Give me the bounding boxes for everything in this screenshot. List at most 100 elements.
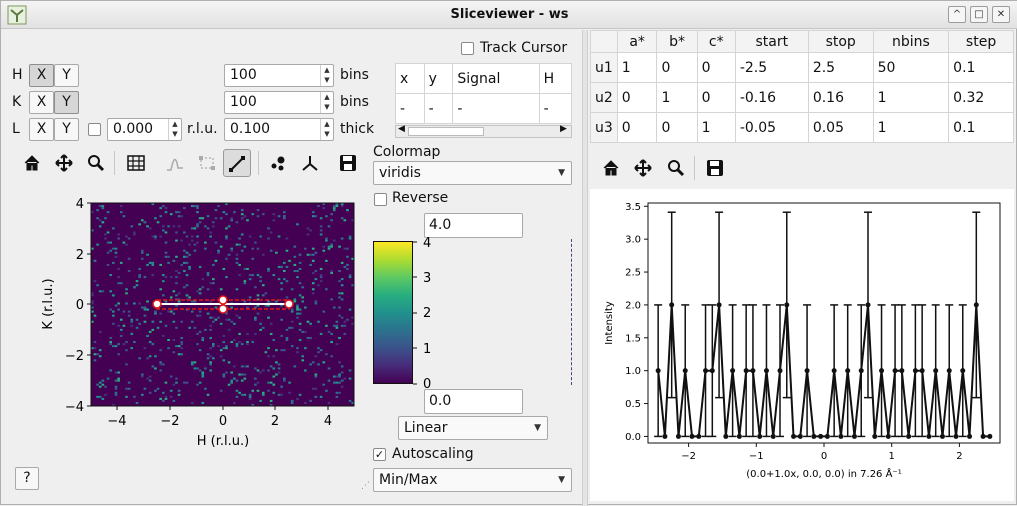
grid-button[interactable] — [122, 149, 150, 177]
slice-plot[interactable]: −4 −2 0 2 4 4 2 0 −2 −4 H (r.l.u.) K (r.… — [41, 196, 371, 451]
slice-pixel — [298, 393, 302, 396]
nonortho-cut-button[interactable] — [223, 149, 251, 177]
table-cell[interactable]: 0 — [656, 52, 698, 83]
dim-h-y-button[interactable]: Y — [54, 64, 79, 87]
slice-pixel — [143, 221, 147, 224]
table-cell[interactable]: 0.16 — [807, 82, 874, 113]
dim-l-x-button[interactable]: X — [29, 118, 54, 141]
slice-pixel — [175, 239, 178, 242]
autoscaling-checkbox[interactable]: ✓ — [373, 448, 386, 461]
table-cell[interactable]: 0 — [616, 112, 658, 143]
table-cell[interactable]: 1 — [616, 52, 658, 83]
cut-start-handle[interactable] — [152, 299, 162, 309]
table-cell[interactable]: 0 — [696, 82, 736, 113]
cut-pan-button[interactable] — [629, 154, 657, 182]
slice-pixel — [135, 280, 139, 283]
region-selection-button[interactable] — [193, 149, 221, 177]
table-cell[interactable]: 1 — [696, 112, 736, 143]
table-cell[interactable]: 0.05 — [807, 112, 874, 143]
close-button[interactable]: ✕ — [992, 6, 1010, 23]
spin-arrows-icon[interactable]: ▲ ▼ — [320, 119, 333, 140]
slice-pixel — [198, 292, 202, 295]
cut-save-button[interactable] — [701, 154, 729, 182]
slice-pixel — [243, 215, 247, 218]
dim-k-x-button[interactable]: X — [29, 91, 54, 114]
scroll-left-icon[interactable]: ◀ — [398, 124, 405, 134]
spin-arrows-icon[interactable]: ▲ ▼ — [320, 92, 333, 113]
colormap-select[interactable]: viridis ▼ — [373, 161, 572, 185]
cut-zoom-button[interactable] — [662, 154, 690, 182]
save-button[interactable] — [334, 149, 362, 177]
slice-pixel — [227, 328, 231, 331]
spin-arrows-icon[interactable]: ▲ ▼ — [168, 119, 181, 140]
cursor-table-scrollbar[interactable]: ◀ ▶ — [395, 124, 572, 138]
table-cell[interactable]: 0 — [696, 52, 736, 83]
peaks-overlay-button[interactable] — [264, 149, 292, 177]
cut-plot[interactable]: −2 −1 0 1 2 0.0 0.5 1.0 1.5 2.0 2.5 3.0 3.5 (0.0+1.0x… — [590, 189, 1014, 501]
slice-pixel — [164, 231, 168, 234]
table-cell[interactable]: 2.5 — [807, 52, 874, 83]
minimize-button[interactable]: ^ — [948, 6, 966, 23]
dim-l-thick-spinbox[interactable]: 0.100 ▲ ▼ — [224, 118, 334, 141]
cut-width-handle[interactable] — [218, 304, 228, 314]
slice-pixel — [109, 249, 113, 252]
table-cell[interactable]: 1 — [872, 82, 950, 113]
table-cell[interactable]: 0 — [616, 82, 658, 113]
colorbar-min-input[interactable]: 0.0 — [424, 389, 523, 414]
slice-pixel — [211, 263, 215, 266]
home-button[interactable] — [18, 149, 46, 177]
pan-button[interactable] — [50, 149, 78, 177]
row-header: u3 — [590, 112, 618, 143]
cut-width-handle[interactable] — [218, 295, 228, 305]
slice-pixel — [183, 286, 186, 289]
dim-k-bins-spinbox[interactable]: 100 ▲ ▼ — [224, 91, 334, 114]
norm-select[interactable]: Linear ▼ — [398, 416, 548, 440]
slice-pixel — [122, 215, 126, 218]
slice-pixel — [277, 363, 281, 366]
table-cell[interactable]: -0.05 — [734, 112, 809, 143]
cut-home-button[interactable] — [597, 154, 625, 182]
dim-l-slice-checkbox[interactable] — [88, 123, 101, 136]
nonorthogonal-axes-button[interactable] — [296, 149, 324, 177]
resize-grip-icon[interactable]: ⋰ — [361, 481, 370, 491]
panel-splitter[interactable] — [582, 30, 588, 506]
slice-pixel — [311, 272, 315, 275]
spin-arrows-icon[interactable]: ▲ ▼ — [320, 65, 333, 86]
autoscale-mode-select[interactable]: Min/Max ▼ — [373, 468, 572, 492]
table-cell[interactable]: -2.5 — [734, 52, 809, 83]
slice-pixel — [346, 263, 349, 266]
cut-xtick-label: 0 — [821, 451, 827, 462]
table-cell[interactable]: 0 — [656, 112, 698, 143]
slice-pixel — [230, 219, 234, 222]
slice-pixel — [146, 263, 149, 266]
reverse-checkbox[interactable] — [374, 193, 387, 206]
table-cell[interactable]: 0.1 — [948, 52, 1014, 83]
slice-pixel — [251, 403, 255, 406]
slice-pixel — [322, 383, 326, 386]
line-plots-button[interactable] — [161, 149, 189, 177]
table-cell[interactable]: 0.1 — [948, 112, 1014, 143]
slice-pixel — [269, 399, 273, 402]
cut-end-handle[interactable] — [284, 299, 294, 309]
dim-l-slice-spinbox[interactable]: 0.000 ▲ ▼ — [107, 118, 182, 141]
colorbar-max-input[interactable]: 4.0 — [424, 213, 523, 238]
slice-pixel — [311, 361, 315, 364]
dim-l-y-button[interactable]: Y — [54, 118, 79, 141]
scrollbar-handle[interactable] — [408, 127, 484, 136]
slice-pixel — [175, 345, 178, 348]
maximize-button[interactable]: □ — [970, 6, 988, 23]
slice-pixel — [259, 371, 262, 374]
dim-h-bins-spinbox[interactable]: 100 ▲ ▼ — [224, 64, 334, 87]
zoom-button[interactable] — [82, 149, 110, 177]
track-cursor-checkbox[interactable] — [461, 42, 474, 55]
help-button[interactable]: ? — [15, 467, 39, 490]
table-cell[interactable]: -0.16 — [734, 82, 809, 113]
table-cell[interactable]: 50 — [872, 52, 950, 83]
table-cell[interactable]: 1 — [872, 112, 950, 143]
slice-pixel — [277, 371, 281, 374]
table-cell[interactable]: 0.32 — [948, 82, 1014, 113]
table-cell[interactable]: 1 — [656, 82, 698, 113]
dim-k-y-button[interactable]: Y — [54, 91, 79, 114]
scroll-right-icon[interactable]: ▶ — [560, 124, 567, 134]
dim-h-x-button[interactable]: X — [29, 64, 54, 87]
